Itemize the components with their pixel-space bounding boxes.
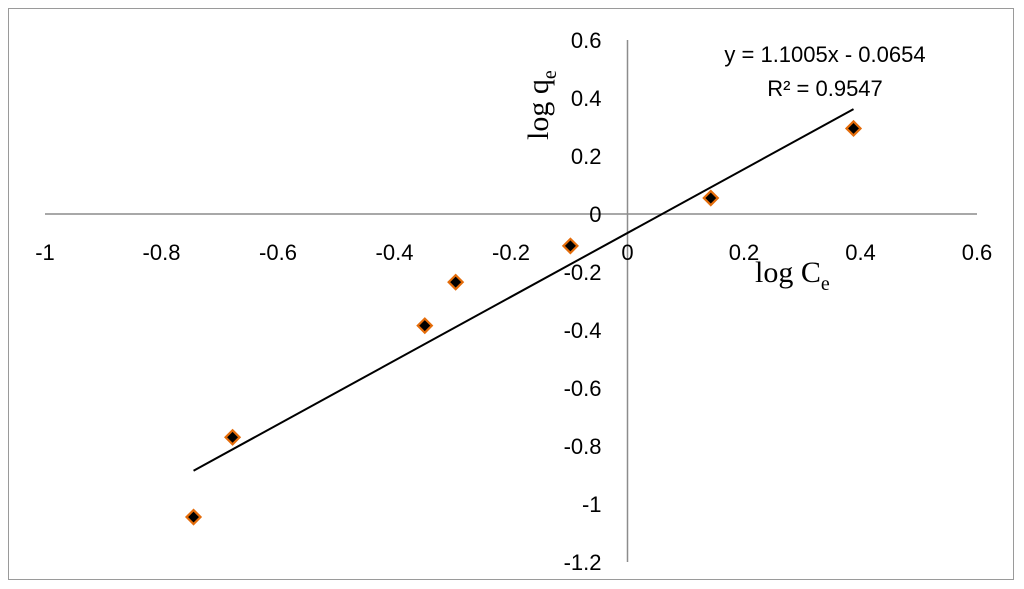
- x-tick-label: 0.2: [729, 240, 760, 265]
- y-tick-labels: 0.60.40.20-0.2-0.4-0.6-0.8-1-1.2: [564, 28, 602, 575]
- x-tick-labels: -1 -0.8 -0.6 -0.4 -0.2 0 0.2 0.4 0.6: [35, 240, 992, 265]
- y-axis-title-main: log q: [522, 79, 555, 140]
- data-point-marker: [447, 273, 465, 291]
- x-tick-label: 0.4: [845, 240, 876, 265]
- y-tick-label: -0.8: [564, 434, 602, 459]
- data-point-marker: [184, 508, 203, 526]
- x-tick-label: -0.2: [492, 240, 530, 265]
- trendline: [193, 108, 854, 472]
- x-tick-label: -1: [35, 240, 55, 265]
- x-axis-title-sub: e: [821, 273, 830, 295]
- x-tick-label: 0: [621, 240, 633, 265]
- axes: [45, 40, 977, 562]
- x-axis-title-main: log C: [755, 256, 821, 289]
- y-axis-title: log qe: [522, 70, 561, 140]
- y-tick-label: -1: [582, 492, 602, 517]
- trendline-equation: y = 1.1005x - 0.0654: [724, 42, 925, 67]
- y-tick-label: -0.4: [564, 318, 602, 343]
- y-tick-label: 0.4: [571, 86, 602, 111]
- trendline-group: [193, 108, 854, 472]
- y-tick-label: 0: [589, 202, 601, 227]
- annotations: y = 1.1005x - 0.0654 R² = 0.9547 log Ce …: [522, 42, 926, 295]
- x-tick-label: -0.6: [259, 240, 297, 265]
- y-tick-label: -0.6: [564, 376, 602, 401]
- x-tick-label: -0.4: [376, 240, 414, 265]
- x-tick-label: -0.8: [143, 240, 181, 265]
- data-point-marker: [224, 428, 242, 446]
- data-point-marker: [844, 119, 863, 138]
- y-tick-label: -1.2: [564, 550, 602, 575]
- data-point-marker: [416, 317, 434, 335]
- chart-frame: [8, 8, 1014, 580]
- data-point-marker: [702, 189, 720, 207]
- y-tick-label: 0.2: [571, 144, 602, 169]
- y-tick-label: 0.6: [571, 28, 602, 53]
- data-points: [184, 119, 863, 526]
- x-tick-label: 0.6: [962, 240, 993, 265]
- r-squared-label: R² = 0.9547: [767, 76, 883, 101]
- x-axis-title: log Ce: [755, 256, 830, 295]
- data-point-marker: [561, 237, 579, 255]
- y-axis-title-sub: e: [539, 70, 561, 79]
